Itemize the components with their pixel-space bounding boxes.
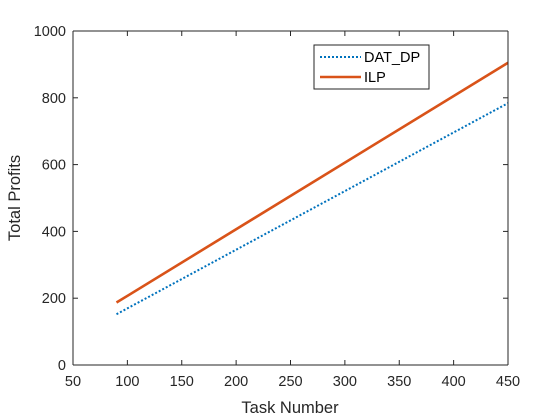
x-tick-label: 350 — [387, 374, 411, 390]
series-line-ilp — [115, 61, 509, 304]
x-tick-label: 50 — [65, 374, 81, 390]
series-layer — [115, 61, 509, 316]
x-tick-label: 150 — [170, 374, 194, 390]
x-tick-label: 300 — [333, 374, 357, 390]
y-tick-label: 200 — [42, 291, 66, 307]
y-tick-label: 600 — [42, 158, 66, 174]
y-tick-label: 0 — [58, 358, 66, 374]
x-tick-label: 450 — [496, 374, 520, 390]
x-axis-label: Task Number — [241, 399, 339, 417]
legend-box — [313, 44, 430, 90]
y-tick-label: 1000 — [34, 24, 66, 40]
x-tick-label: 200 — [224, 374, 248, 390]
x-tick-label: 250 — [278, 374, 302, 390]
x-tick-label: 100 — [115, 374, 139, 390]
y-tick-label: 400 — [42, 224, 66, 240]
ticks-layer: 50 100 150 200 250 300 350 400 450 0 200 400 600 800 1… — [34, 24, 520, 390]
x-tick-label: 400 — [442, 374, 466, 390]
legend: DAT_DP ILP — [313, 44, 430, 90]
y-axis-label: Total Profits — [6, 155, 24, 241]
y-tick-label: 800 — [42, 91, 66, 107]
plot-area — [73, 31, 508, 365]
legend-label-dat-dp: DAT_DP — [364, 50, 420, 66]
legend-label-ilp: ILP — [364, 70, 386, 86]
